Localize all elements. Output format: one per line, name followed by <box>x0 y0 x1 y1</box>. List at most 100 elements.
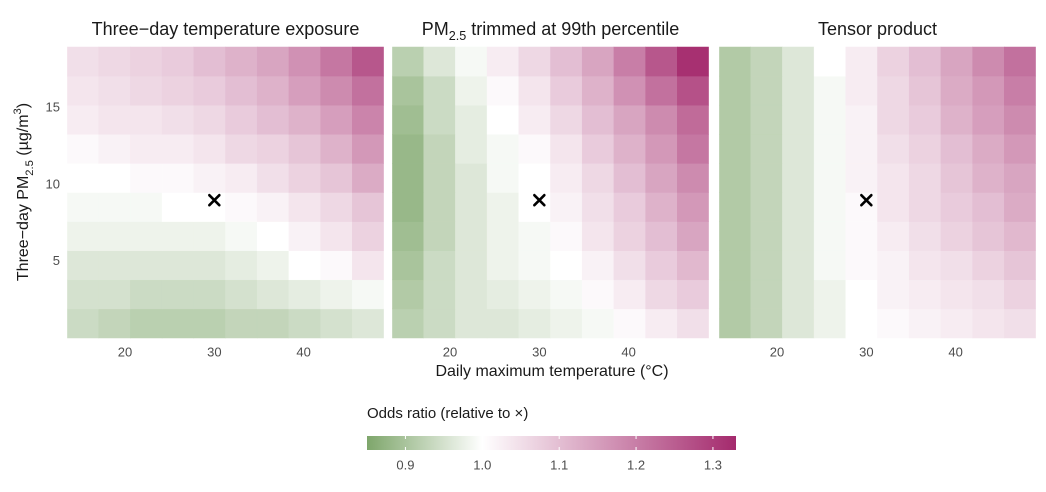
heatmap-cell <box>782 134 815 164</box>
heatmap-cell <box>877 192 910 222</box>
colorbar-tick-label: 0.9 <box>396 457 414 472</box>
heatmap-cell <box>645 46 678 77</box>
heatmap-cell <box>130 46 163 77</box>
heatmap-cell <box>98 221 131 251</box>
colorbar <box>367 436 736 450</box>
heatmap-cell <box>193 308 226 339</box>
heatmap-cell <box>940 46 973 77</box>
heatmap-cell <box>256 308 290 339</box>
heatmap-cell <box>320 250 353 281</box>
heatmap-cell <box>486 192 520 222</box>
heatmap-cell <box>581 75 615 106</box>
heatmap-cell <box>613 104 646 135</box>
heatmap-cell <box>161 192 195 222</box>
heatmap-cell <box>877 221 910 251</box>
heatmap-cell <box>130 192 163 222</box>
heatmap-cell <box>193 134 226 164</box>
heatmap-cell <box>782 46 815 77</box>
heatmap-cell <box>288 279 321 310</box>
heatmap-cell <box>750 134 783 164</box>
heatmap-cell <box>550 134 583 164</box>
colorbar-tick-label: 1.1 <box>550 457 568 472</box>
heatmap-cell <box>972 134 1005 164</box>
text-segment: 2.5 <box>24 160 36 176</box>
heatmap-cell <box>845 134 878 164</box>
heatmap-cell <box>98 308 131 339</box>
heatmap-cell <box>677 75 709 106</box>
heatmap-cell <box>392 192 424 222</box>
y-tick-label: 5 <box>53 253 60 268</box>
text-segment: 2.5 <box>449 29 467 43</box>
heatmap-cell <box>940 163 973 193</box>
heatmap-cell <box>972 46 1005 77</box>
x-tick-label: 40 <box>296 344 310 359</box>
heatmap-cell <box>1004 134 1036 164</box>
text-segment: ) <box>15 103 32 108</box>
heatmap-cell <box>320 163 353 193</box>
heatmap-cell <box>518 279 551 310</box>
heatmap-cell <box>423 104 456 135</box>
heatmap-cell <box>908 250 942 281</box>
heatmap-cell <box>67 104 99 135</box>
x-tick-label: 20 <box>770 344 784 359</box>
text-segment: (µg/m <box>15 114 32 160</box>
heatmap-cell <box>719 250 751 281</box>
heatmap-cell <box>940 221 973 251</box>
heatmap-cell <box>877 163 910 193</box>
heatmap-cell <box>161 308 195 339</box>
heatmap-cell <box>320 221 353 251</box>
heatmap-cell <box>288 308 321 339</box>
heatmap-cell <box>225 192 258 222</box>
heatmap-cell <box>940 308 973 339</box>
heatmap-cell <box>352 250 384 281</box>
heatmap-cell <box>392 46 424 77</box>
heatmap-cell <box>288 75 321 106</box>
heatmap-cell <box>161 104 195 135</box>
heatmap-cell <box>908 221 942 251</box>
heatmap-cell <box>550 221 583 251</box>
heatmap-cell <box>423 134 456 164</box>
heatmap-cell <box>972 308 1005 339</box>
heatmap-cell <box>645 75 678 106</box>
heatmap-cell <box>719 46 751 77</box>
heatmap-cell <box>550 308 583 339</box>
heatmap-cell <box>550 46 583 77</box>
heatmap-cell <box>613 192 646 222</box>
heatmap-cell <box>813 192 847 222</box>
heatmap-cell <box>518 163 551 193</box>
heatmap-cell <box>940 75 973 106</box>
heatmap-panel <box>392 46 709 339</box>
heatmap-cell <box>550 192 583 222</box>
heatmap-cell <box>613 134 646 164</box>
heatmap-cell <box>256 104 290 135</box>
heatmap-cell <box>750 279 783 310</box>
y-tick-label: 10 <box>46 176 60 191</box>
heatmap-cell <box>782 250 815 281</box>
heatmap-cell <box>352 279 384 310</box>
heatmap-cell <box>130 75 163 106</box>
heatmap-cell <box>750 221 783 251</box>
heatmap-cell <box>613 75 646 106</box>
heatmap-cell <box>67 279 99 310</box>
heatmap-cell <box>130 221 163 251</box>
heatmap-cell <box>67 308 99 339</box>
heatmap-cell <box>423 192 456 222</box>
heatmap-cell <box>455 279 488 310</box>
heatmap-cell <box>550 163 583 193</box>
heatmap-cell <box>613 250 646 281</box>
heatmap-cell <box>719 279 751 310</box>
heatmap-cell <box>423 75 456 106</box>
heatmap-cell <box>256 134 290 164</box>
heatmap-cell <box>613 279 646 310</box>
heatmap-cell <box>392 279 424 310</box>
heatmap-cell <box>908 163 942 193</box>
heatmap-cell <box>518 46 551 77</box>
heatmap-cell <box>940 134 973 164</box>
heatmap-cell <box>613 308 646 339</box>
heatmap-cell <box>813 250 847 281</box>
heatmap-cell <box>581 279 615 310</box>
heatmap-cell <box>320 46 353 77</box>
heatmap-cell <box>392 75 424 106</box>
heatmap-cell <box>256 192 290 222</box>
text-segment: 3 <box>12 108 24 114</box>
